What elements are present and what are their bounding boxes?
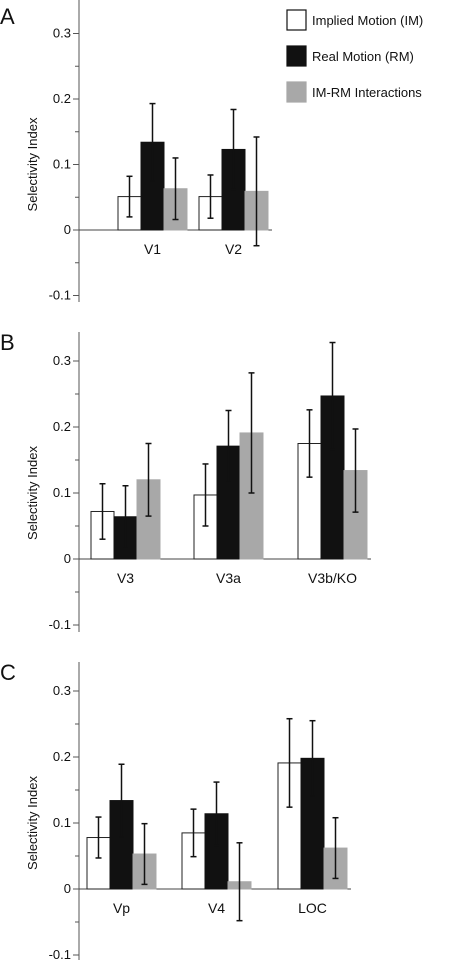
- y-axis-label: Selectivity Index: [25, 776, 40, 870]
- category-label: V2: [225, 241, 242, 257]
- legend-label: Real Motion (RM): [312, 49, 414, 64]
- y-tick-label: 0: [64, 222, 71, 237]
- legend-item: IM-RM Interactions: [286, 81, 422, 103]
- panel-letter: B: [0, 330, 15, 355]
- category-label: V4: [208, 900, 225, 916]
- legend-swatch: [286, 45, 307, 67]
- y-tick-label: 0: [64, 551, 71, 566]
- legend-label: Implied Motion (IM): [312, 13, 423, 28]
- panel-letter: C: [0, 660, 16, 685]
- category-label: LOC: [298, 900, 327, 916]
- y-axis-label: Selectivity Index: [25, 117, 40, 211]
- panel-B: B 0.3 0.2 0.1 0 -0.1 Selectivity Index V3 V3a V3b…: [0, 330, 371, 632]
- y-axis-label: Selectivity Index: [25, 446, 40, 540]
- legend: Implied Motion (IM) Real Motion (RM) IM-RM…: [286, 9, 423, 103]
- panel-A: A 0.3 0.2 0.1 0 -0.1 Selectivity Index V1 V2: [0, 0, 272, 303]
- category-label: V3b/KO: [308, 570, 357, 586]
- panel-letter: A: [0, 4, 15, 29]
- y-tick-label: 0.1: [53, 815, 71, 830]
- category-label: V1: [144, 241, 161, 257]
- y-tick-label: -0.1: [49, 288, 71, 303]
- category-label: V3: [117, 570, 134, 586]
- panel-C: C 0.3 0.2 0.1 0 -0.1 Selectivity Index Vp V4 LOC: [0, 660, 351, 961]
- y-tick-label: -0.1: [49, 617, 71, 632]
- y-tick-label: 0.1: [53, 485, 71, 500]
- y-tick-label: 0.2: [53, 91, 71, 106]
- y-tick-label: 0.1: [53, 157, 71, 172]
- y-tick-label: -0.1: [49, 947, 71, 961]
- legend-item: Real Motion (RM): [286, 45, 414, 67]
- panels: A 0.3 0.2 0.1 0 -0.1 Selectivity Index V1 V2 B 0.3…: [0, 0, 371, 961]
- legend-label: IM-RM Interactions: [312, 85, 422, 100]
- y-tick-label: 0.2: [53, 419, 71, 434]
- y-tick-label: 0.2: [53, 749, 71, 764]
- legend-swatch: [286, 81, 307, 103]
- y-tick-label: 0.3: [53, 683, 71, 698]
- category-label: V3a: [216, 570, 241, 586]
- y-tick-label: 0.3: [53, 353, 71, 368]
- category-label: Vp: [113, 900, 130, 916]
- y-tick-label: 0.3: [53, 26, 71, 41]
- y-tick-label: 0: [64, 881, 71, 896]
- legend-item: Implied Motion (IM): [286, 9, 423, 31]
- legend-swatch: [286, 9, 307, 31]
